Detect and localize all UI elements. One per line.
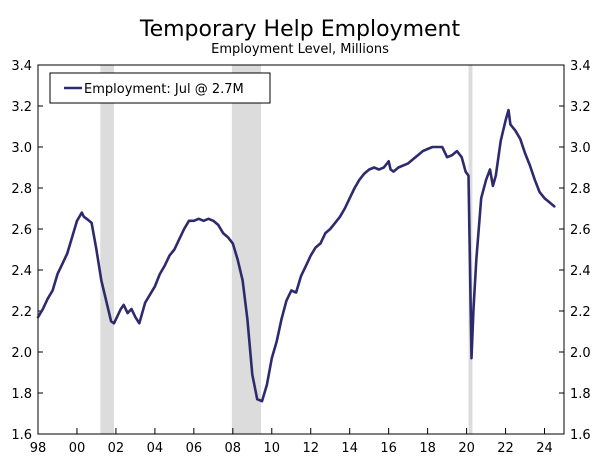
legend-box [49, 72, 271, 104]
y-tick-label-left-3: 2.2 [11, 305, 32, 320]
series-line-employment [36, 108, 556, 403]
y-tick-label-left-0: 1.6 [11, 428, 32, 443]
legend-entry-employment: Employment: Jul @ 2.7M [84, 82, 244, 97]
y-tick-label-left-5: 2.6 [11, 223, 32, 238]
x-tick-label-8: 14 [341, 441, 358, 456]
y-tick-label-right-5: 2.6 [570, 223, 591, 238]
y-tick-label-right-8: 3.2 [570, 100, 591, 115]
plot-area [37, 64, 565, 435]
y-tick-label-right-7: 3.0 [570, 141, 591, 156]
chart-title: Temporary Help Employment [139, 17, 461, 42]
x-axis: 98 00 02 04 06 08 10 12 14 16 18 20 22 24 [30, 428, 553, 456]
x-tick-label-5: 08 [225, 441, 242, 456]
chart-subtitle: Employment Level, Millions [211, 42, 389, 57]
recession-band-0 [100, 65, 114, 434]
x-tick-label-12: 22 [497, 441, 514, 456]
y-tick-label-right-4: 2.4 [570, 264, 591, 279]
x-tick-label-1: 00 [69, 441, 86, 456]
x-tick-label-9: 16 [380, 441, 397, 456]
y-tick-label-right-1: 1.8 [570, 387, 591, 402]
recession-band-1 [231, 65, 262, 434]
y-tick-label-right-3: 2.2 [570, 305, 591, 320]
x-tick-label-11: 20 [458, 441, 475, 456]
x-tick-label-3: 04 [147, 441, 164, 456]
x-tick-label-7: 12 [302, 441, 319, 456]
y-tick-label-right-6: 2.8 [570, 182, 591, 197]
y-tick-label-right-9: 3.4 [570, 59, 591, 74]
recession-bands [100, 65, 473, 434]
y-tick-label-left-1: 1.8 [11, 387, 32, 402]
y-tick-label-left-9: 3.4 [11, 59, 32, 74]
x-tick-label-2: 02 [108, 441, 125, 456]
y-tick-label-left-2: 2.0 [11, 346, 32, 361]
y-tick-label-right-2: 2.0 [570, 346, 591, 361]
x-tick-label-4: 06 [186, 441, 203, 456]
x-tick-label-13: 24 [536, 441, 553, 456]
y-tick-label-left-7: 3.0 [11, 141, 32, 156]
legend: Employment: Jul @ 2.7M [49, 72, 271, 104]
x-tick-label-6: 10 [264, 441, 281, 456]
x-tick-label-0: 98 [30, 441, 47, 456]
x-tick-label-10: 18 [419, 441, 436, 456]
y-tick-label-left-4: 2.4 [11, 264, 32, 279]
y-tick-label-left-6: 2.8 [11, 182, 32, 197]
y-tick-label-right-0: 1.6 [570, 428, 591, 443]
y-axis: 1.6 1.6 1.8 1.8 2.0 2.0 2.2 2.2 2.4 2.4 2.6 2.6 2.8 2… [11, 59, 590, 443]
y-tick-label-left-8: 3.2 [11, 100, 32, 115]
